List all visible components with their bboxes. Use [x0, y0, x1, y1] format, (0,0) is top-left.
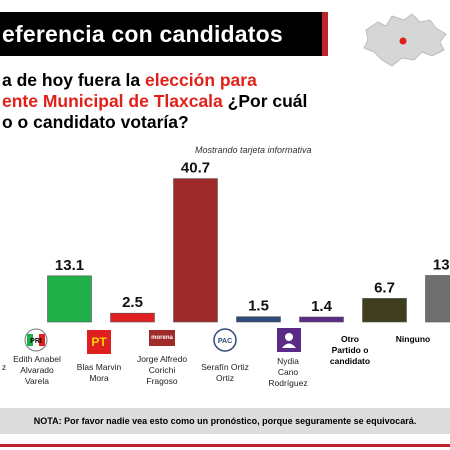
- bar-5: [299, 316, 344, 323]
- pac-logo-text: PAC: [218, 338, 232, 345]
- nota-text: NOTA: Por favor nadie vea esto como un p…: [33, 416, 417, 426]
- bar-4: [236, 316, 281, 323]
- header-title: eferencia con candidatos: [2, 21, 283, 47]
- bar-3: [173, 178, 218, 323]
- value-label-3: 40.7: [181, 160, 210, 177]
- question-part2: ¿Por cuál: [222, 91, 308, 111]
- value-label-5: 1.4: [311, 298, 333, 315]
- pri-icon: PRI: [24, 328, 48, 352]
- question-line3: o o candidato votaría?: [2, 112, 189, 132]
- nota-bar: NOTA: Por favor nadie vea esto como un p…: [0, 408, 450, 434]
- question-part1: a de hoy fuera la: [2, 70, 145, 90]
- header-accent: [322, 12, 328, 56]
- nydia-party-icon: [277, 328, 301, 352]
- chart-subnote: Mostrando tarjeta informativa: [195, 145, 312, 155]
- value-label-1: 13.1: [55, 257, 84, 274]
- pri-logo-text: PRI: [30, 338, 42, 345]
- bar-2: [110, 312, 155, 323]
- candidate-label-5: Nydia Cano Rodríguez: [268, 356, 308, 388]
- candidate-label-3: Jorge Alfredo Corichi Fragoso: [136, 354, 188, 386]
- candidate-label-7: Ninguno: [395, 334, 431, 344]
- value-label-7: 13.2: [433, 256, 450, 273]
- value-label-2: 2.5: [122, 294, 143, 311]
- bar-7: [425, 275, 450, 323]
- tlaxcala-map-icon: [356, 8, 450, 74]
- bottom-line: [0, 444, 450, 447]
- candidate-label-2: Blas Marvin Mora: [76, 362, 122, 383]
- location-marker-icon: [399, 37, 407, 45]
- candidate-label-0: z: [1, 362, 7, 372]
- survey-question: a de hoy fuera la elección para ente Mun…: [2, 70, 442, 133]
- morena-icon: morena: [149, 330, 175, 346]
- candidate-label-4: Serafín Ortiz Ortiz: [201, 362, 249, 383]
- bar-chart: 13.1 2.5 40.7 1.5 1.4 6.7 13.2: [47, 160, 450, 323]
- pac-icon: PAC: [213, 328, 237, 352]
- header-bar: eferencia con candidatos: [0, 12, 328, 56]
- candidate-label-1: Edith Anabel Alvarado Varela: [13, 354, 61, 386]
- candidate-label-6: Otro Partido o candidato: [329, 334, 371, 366]
- value-label-6: 6.7: [374, 279, 395, 296]
- question-highlight1: elección para: [144, 70, 257, 90]
- bar-1: [47, 275, 92, 323]
- question-highlight2: ente Municipal de Tlaxcala: [2, 91, 223, 111]
- bar-6: [362, 298, 407, 323]
- value-label-4: 1.5: [248, 298, 269, 315]
- morena-logo-text: morena: [151, 335, 173, 341]
- pt-logo-text: PT: [91, 335, 107, 349]
- pt-icon: PT: [87, 330, 111, 354]
